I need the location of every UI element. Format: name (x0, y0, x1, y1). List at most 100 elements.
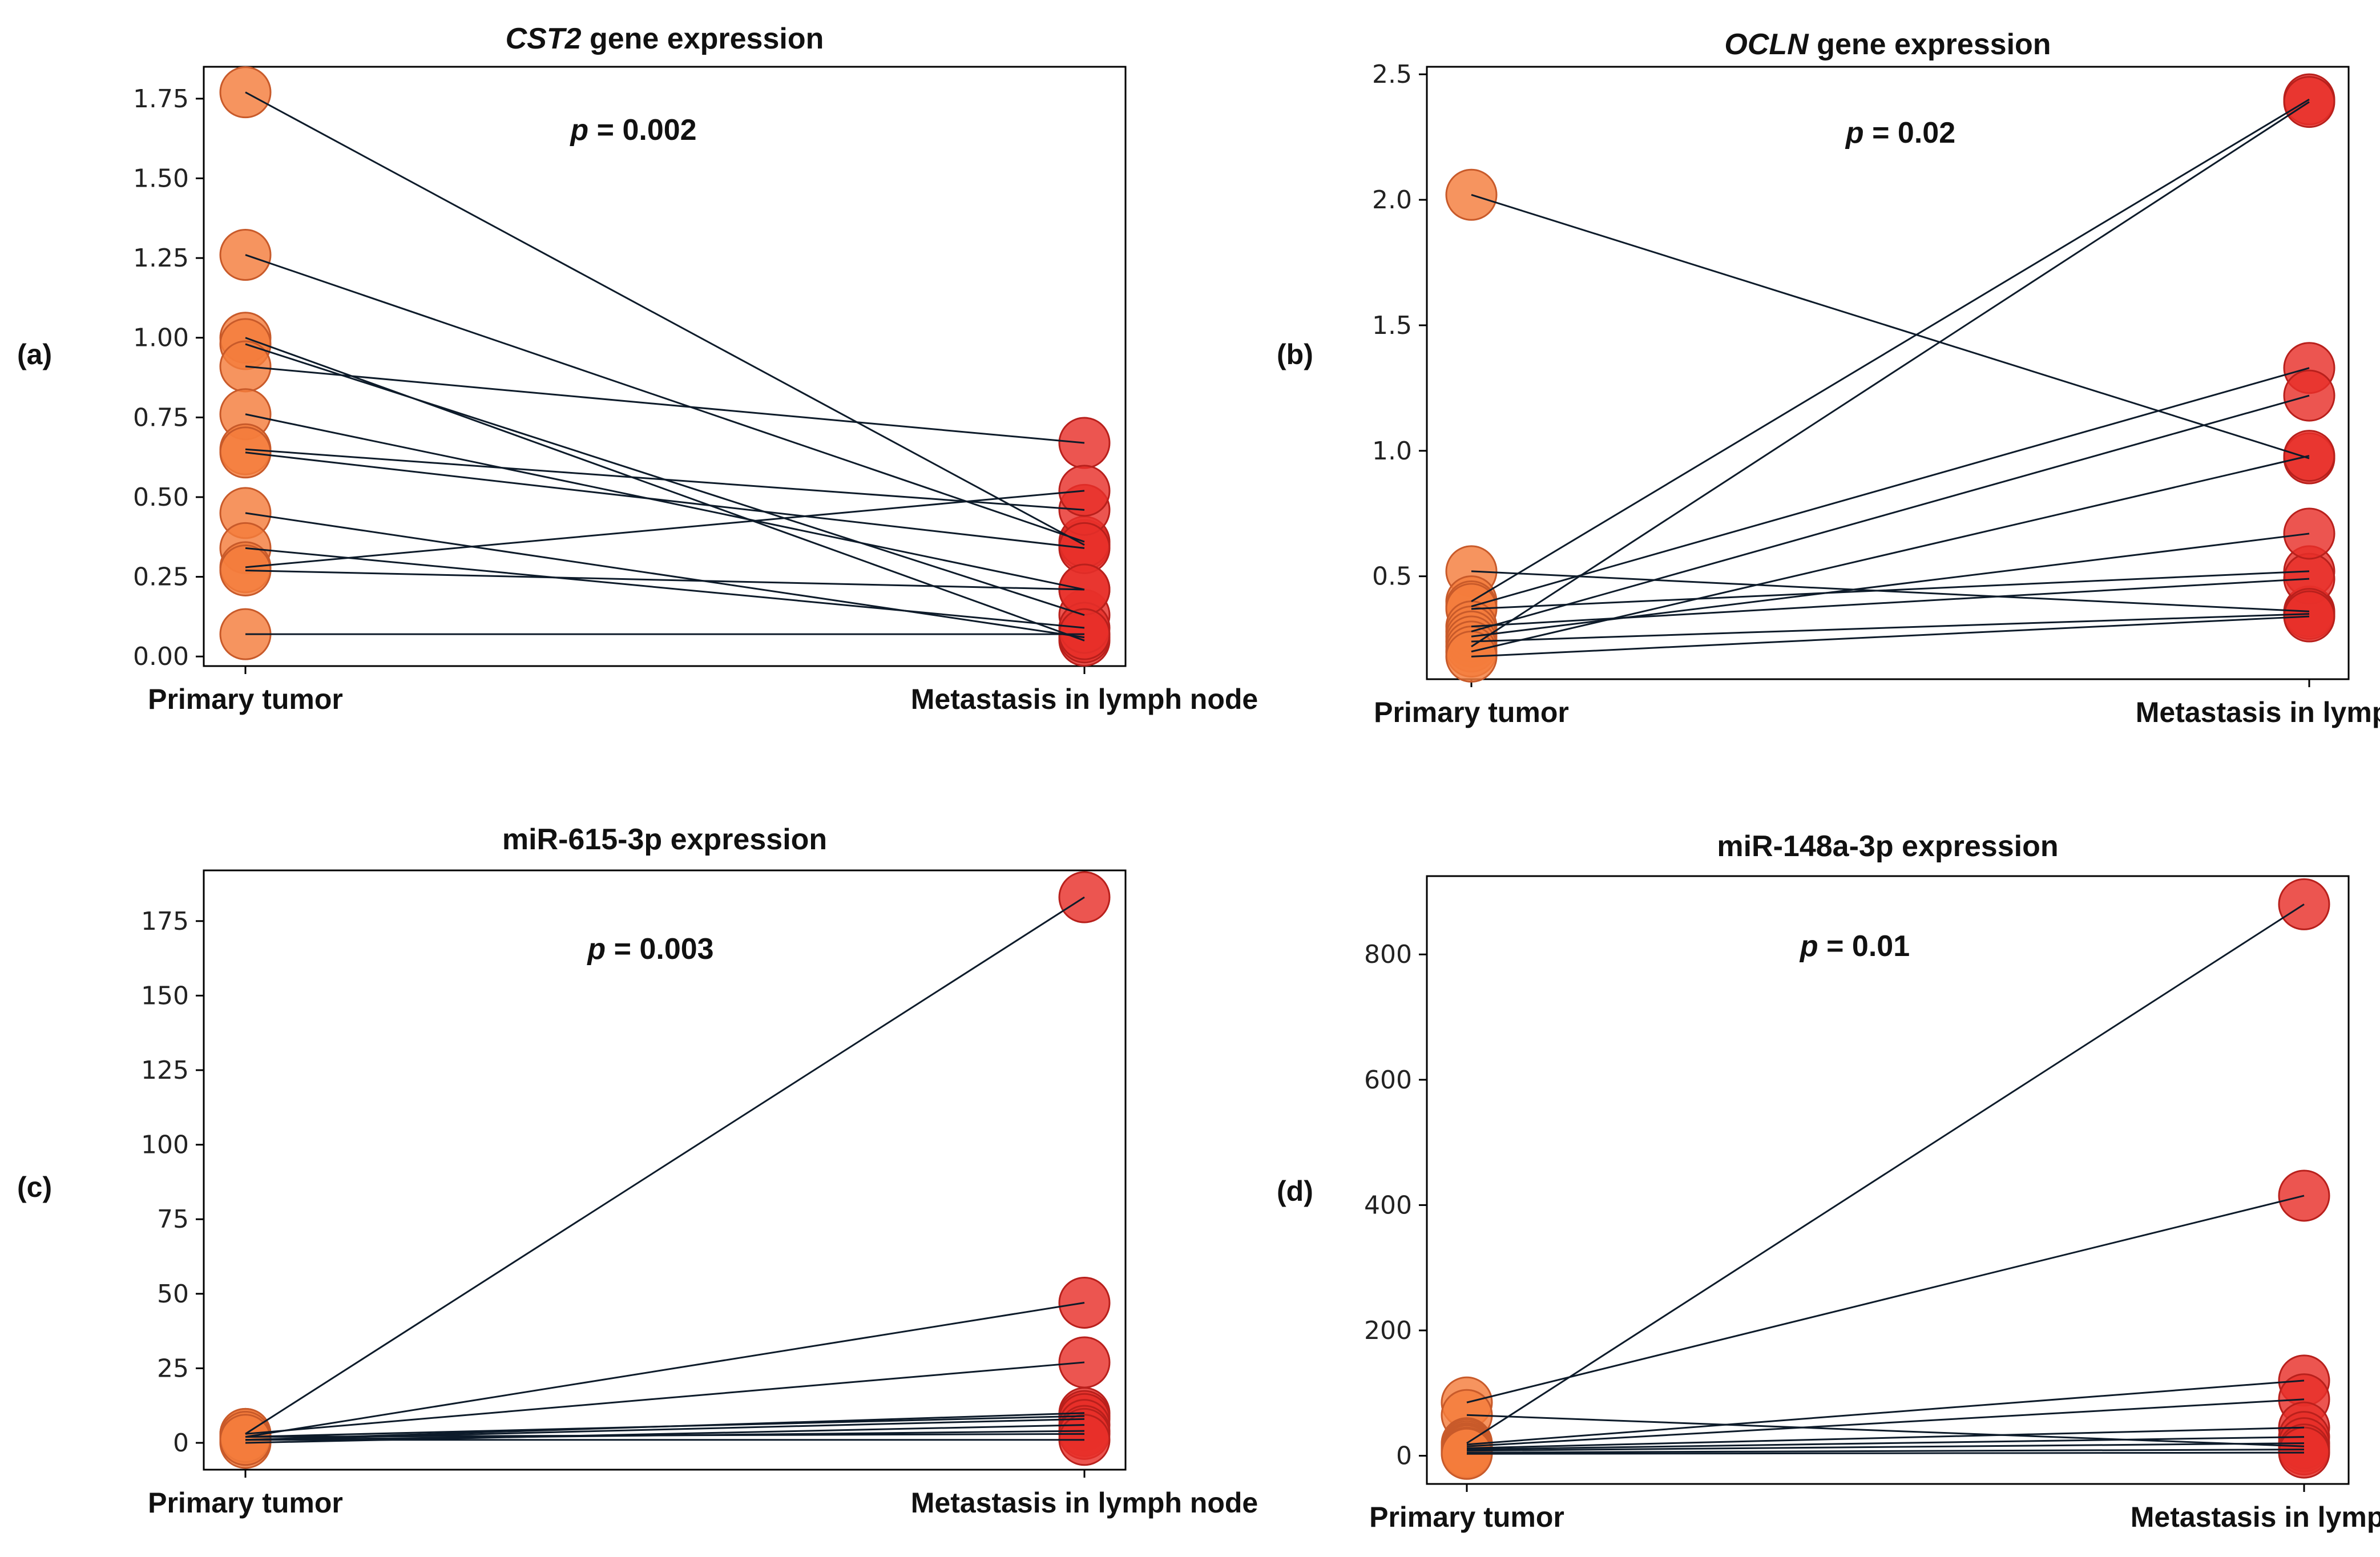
y-tick-label: 0.25 (133, 563, 189, 592)
chart-title: OCLN gene expression (1724, 28, 2051, 61)
chart-title-rest: miR-615-3p expression (502, 823, 827, 856)
p-value-label: p = 0.02 (1845, 116, 1955, 150)
pair-connector (245, 337, 1085, 642)
pair-connector (1466, 1426, 2305, 1449)
pair-connector (245, 1433, 1085, 1438)
pair-connector (245, 91, 1085, 546)
pair-connector (245, 365, 1085, 444)
x-tick-label: Metastasis in lymph node (2136, 696, 2380, 728)
x-tick-label: Metastasis in lymph node (911, 683, 1258, 715)
y-tick-label: 1.75 (133, 84, 189, 114)
chart-title-italic: CST2 (506, 22, 582, 55)
y-tick-label: 0 (1396, 1442, 1412, 1471)
x-tick-label: Metastasis in lymph node (911, 1487, 1258, 1519)
panel-label: (c) (17, 1171, 52, 1203)
pair-connector (245, 1361, 1085, 1435)
panel-label: (d) (1277, 1175, 1313, 1207)
y-tick-label: 25 (157, 1354, 189, 1383)
pair-connector (1471, 367, 2310, 607)
p-symbol: p (569, 114, 588, 147)
pair-connector (245, 1415, 1085, 1438)
y-tick-label: 1.00 (133, 324, 189, 353)
p-value-label: p = 0.01 (1799, 930, 1910, 963)
y-tick-label: 1.5 (1372, 311, 1412, 340)
pair-connector (245, 254, 1085, 543)
panel-label: (a) (17, 338, 52, 370)
plot-frame (203, 869, 1127, 1471)
chart-title-rest: gene expression (582, 22, 824, 55)
x-tick-label: Primary tumor (148, 1487, 343, 1519)
pair-connector (245, 569, 1085, 591)
p-symbol: p (1799, 930, 1818, 963)
y-tick-label: 175 (141, 907, 189, 936)
y-tick-label: 0.50 (133, 483, 189, 512)
p-value: = 0.01 (1818, 930, 1910, 963)
pair-connector (245, 896, 1085, 1435)
chart-title: CST2 gene expression (506, 22, 824, 55)
pair-connector (1466, 1398, 2305, 1447)
p-symbol: p (1845, 116, 1864, 150)
pair-connector (1466, 1449, 2305, 1454)
y-tick-label: 0.00 (133, 642, 189, 671)
y-tick-label: 1.50 (133, 164, 189, 193)
p-value-label: p = 0.002 (569, 114, 696, 147)
pair-connector (1471, 570, 2310, 612)
plot-frame (1426, 66, 2350, 680)
y-tick-label: 50 (157, 1280, 189, 1309)
y-tick-label: 0 (173, 1429, 189, 1458)
y-tick-label: 600 (1364, 1066, 1412, 1095)
pair-connector (245, 490, 1085, 568)
panel-b: (b) OCLN gene expression 0.5 1.0 1.5 2.0 2.5 Pr… (1277, 28, 2380, 728)
pair-connector (1466, 1414, 2305, 1447)
x-tick-label: Metastasis in lymph node (2131, 1501, 2380, 1533)
y-tick-label: 1.25 (133, 244, 189, 273)
x-tick-label: Primary tumor (1369, 1501, 1564, 1533)
p-value: = 0.02 (1864, 116, 1955, 150)
chart-title: miR-615-3p expression (502, 823, 827, 856)
p-value-label: p = 0.003 (586, 933, 713, 966)
pair-connector (1466, 1436, 2305, 1451)
chart-title-rest: miR-148a-3p expression (1717, 830, 2058, 863)
pair-connector (1471, 193, 2310, 459)
y-tick-label: 2.0 (1372, 185, 1412, 215)
y-tick-label: 0.75 (133, 403, 189, 432)
pair-connector (1466, 903, 2305, 1444)
pair-connector (1466, 1195, 2305, 1403)
pair-connector (1466, 1379, 2305, 1446)
y-tick-label: 800 (1364, 940, 1412, 969)
pair-connector (245, 413, 1085, 591)
x-tick-label: Primary tumor (1374, 696, 1569, 728)
y-tick-label: 75 (157, 1205, 189, 1234)
y-tick-label: 100 (141, 1131, 189, 1160)
pair-connector (1471, 98, 2310, 602)
pair-connector (1471, 101, 2310, 648)
y-tick-label: 125 (141, 1056, 189, 1085)
pair-connector (245, 448, 1085, 511)
pair-connector (245, 451, 1085, 549)
pair-connector (245, 547, 1085, 629)
y-tick-label: 0.5 (1372, 562, 1412, 591)
y-tick-label: 150 (141, 981, 189, 1010)
panel-c: (c) miR-615-3p expression 0 25 50 75 100 125 150… (17, 823, 1258, 1519)
chart-title-rest: gene expression (1809, 28, 2051, 61)
pair-connector (1471, 615, 2310, 658)
panel-label: (b) (1277, 338, 1313, 370)
pair-connector (1471, 455, 2310, 653)
pair-connector (1471, 394, 2310, 632)
pair-connector (1471, 613, 2310, 643)
chart-title-italic: OCLN (1724, 28, 1809, 61)
p-symbol: p (586, 933, 606, 966)
y-tick-label: 2.5 (1372, 60, 1412, 89)
pair-connector (1471, 570, 2310, 610)
y-tick-label: 1.0 (1372, 437, 1412, 466)
p-value: = 0.003 (606, 933, 713, 966)
pair-connector (245, 512, 1085, 639)
p-value: = 0.002 (588, 114, 696, 147)
panel-a: (a) CST2 gene expression 0.00 0.25 0.50 0.75 1… (17, 22, 1258, 715)
pair-connector (1466, 1442, 2305, 1452)
plot-frame (1426, 875, 2350, 1485)
pair-connector (245, 1301, 1085, 1438)
pair-connector (1466, 1451, 2305, 1455)
chart-title: miR-148a-3p expression (1717, 830, 2058, 863)
y-tick-label: 200 (1364, 1316, 1412, 1345)
